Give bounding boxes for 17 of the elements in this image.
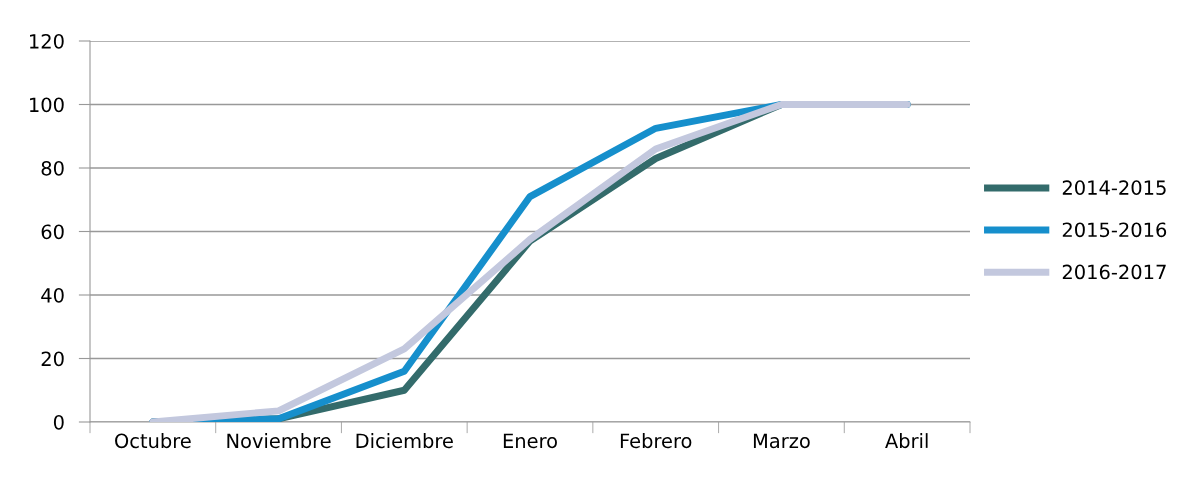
y-tick-label: 60 [41, 224, 64, 240]
legend-label: 2016-2017 [1062, 264, 1166, 280]
x-tick-label: Enero [503, 433, 557, 449]
x-tick-label: Diciembre [356, 433, 453, 449]
y-tick-label: 100 [30, 97, 64, 113]
x-tick-label: Marzo [753, 433, 810, 449]
x-tick-label: Octubre [115, 433, 191, 449]
y-tick-label: 0 [53, 414, 64, 430]
legend-label: 2014-2015 [1062, 180, 1166, 195]
x-tick-label: Noviembre [227, 433, 331, 449]
legend-label: 2015-2016 [1062, 222, 1167, 238]
y-tick-label: 120 [30, 33, 64, 49]
y-tick-label: 80 [41, 160, 64, 176]
y-tick-label: 40 [41, 287, 64, 303]
x-tick-label: Abril [885, 433, 928, 449]
x-tick-label: Febrero [620, 433, 692, 449]
y-tick-label: 20 [41, 351, 64, 367]
